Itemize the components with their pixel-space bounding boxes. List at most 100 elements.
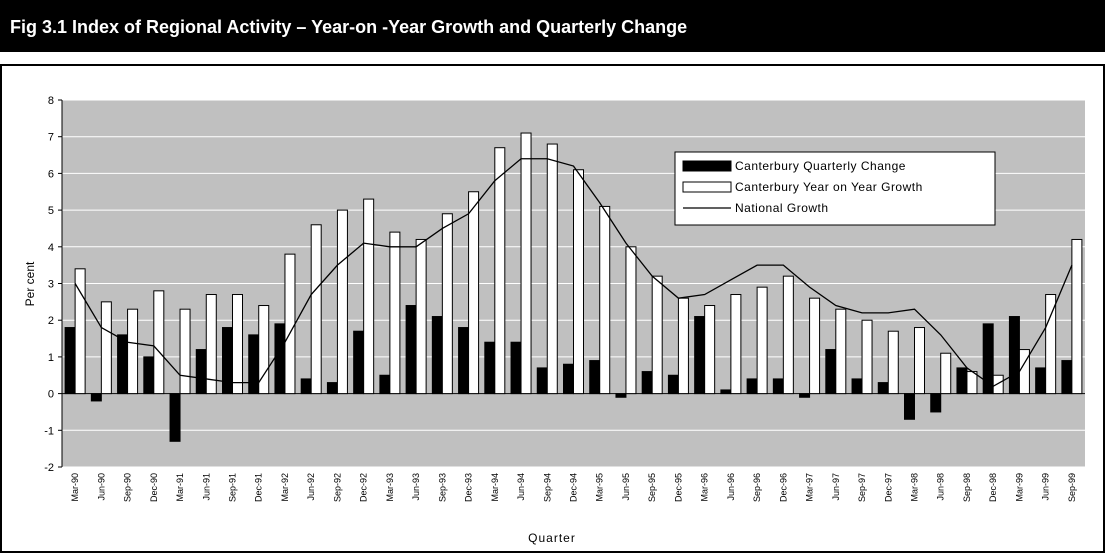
bar [389, 231, 401, 395]
bar [143, 356, 155, 395]
y-tick-label: -2 [44, 462, 54, 474]
bar [100, 301, 112, 395]
x-tick-label: Dec-97 [883, 473, 893, 502]
x-tick-label: Dec-92 [359, 473, 369, 502]
x-tick-label: Sep-92 [332, 473, 342, 502]
bar [1035, 367, 1047, 395]
y-tick-label: 1 [48, 352, 54, 364]
bar [782, 275, 794, 395]
bar [169, 393, 181, 442]
y-tick-label: -1 [44, 425, 54, 437]
bar [704, 305, 716, 395]
legend-label: Canterbury Year on Year Growth [735, 180, 923, 194]
x-tick-label: Sep-97 [857, 473, 867, 502]
bar [799, 393, 811, 398]
legend-swatch [682, 181, 732, 193]
bar [589, 360, 601, 395]
title-bar [0, 0, 1105, 52]
y-tick-label: 8 [48, 95, 54, 107]
bar [117, 334, 129, 395]
bar [573, 169, 584, 395]
bar [861, 319, 873, 395]
x-tick-label: Mar-91 [175, 473, 185, 502]
y-axis-label: Per cent [23, 261, 37, 306]
bar [1008, 316, 1020, 395]
x-tick-label: Sep-96 [752, 473, 762, 502]
x-tick-label: Jun-90 [96, 473, 106, 501]
x-tick-label: Sep-94 [542, 473, 552, 502]
bar [694, 316, 706, 395]
bar [405, 305, 417, 395]
bar [599, 205, 611, 395]
bar [563, 363, 574, 395]
x-tick-label: Dec-98 [988, 473, 998, 502]
x-tick-label: Sep-98 [962, 473, 972, 502]
bar [510, 341, 522, 395]
x-tick-label: Mar-97 [805, 473, 815, 502]
x-tick-label: Mar-96 [700, 473, 710, 502]
bar [179, 308, 191, 395]
bar [232, 294, 243, 395]
x-tick-label: Sep-95 [647, 473, 657, 502]
x-tick-label: Jun-93 [411, 473, 421, 501]
bar [982, 323, 994, 395]
x-tick-label: Dec-95 [673, 473, 683, 502]
x-axis-label: Quarter [528, 531, 576, 545]
bar [90, 393, 102, 402]
x-tick-label: Mar-98 [910, 473, 920, 502]
bar [326, 382, 338, 395]
x-tick-label: Mar-99 [1014, 473, 1024, 502]
x-tick-label: Sep-91 [228, 473, 238, 502]
bar [468, 191, 480, 395]
bar [153, 290, 165, 395]
legend-swatch [682, 160, 732, 172]
x-tick-label: Jun-98 [936, 473, 946, 501]
bar [127, 308, 139, 395]
bar [835, 308, 847, 395]
y-tick-label: 3 [48, 279, 54, 291]
x-tick-label: Dec-93 [464, 473, 474, 502]
bar [746, 378, 758, 395]
bar [651, 275, 663, 395]
bar [615, 393, 627, 398]
bar [667, 374, 679, 395]
bar [720, 389, 732, 395]
bar [756, 286, 768, 395]
bar [336, 209, 348, 395]
chart-title: Fig 3.1 Index of Regional Activity – Yea… [10, 17, 687, 37]
x-tick-label: Dec-96 [778, 473, 788, 502]
x-tick-label: Dec-91 [254, 473, 264, 502]
x-tick-label: Mar-90 [70, 473, 80, 502]
x-tick-label: Dec-94 [569, 473, 579, 502]
bar [258, 305, 270, 395]
bar [494, 147, 506, 395]
bar [914, 327, 925, 395]
bar [520, 132, 532, 395]
bar [300, 378, 312, 395]
bar [992, 374, 1004, 395]
x-tick-label: Mar-95 [595, 473, 605, 502]
x-tick-label: Mar-93 [385, 473, 395, 502]
bar [887, 330, 899, 395]
bar [772, 378, 784, 395]
x-tick-label: Jun-94 [516, 473, 526, 501]
bar [625, 246, 637, 395]
bar [415, 238, 427, 395]
bar [877, 382, 889, 395]
bar [825, 349, 837, 395]
bar [536, 367, 548, 395]
bar [966, 371, 978, 395]
bar [1061, 360, 1073, 395]
x-tick-label: Jun-91 [201, 473, 211, 501]
x-tick-label: Dec-90 [149, 473, 159, 502]
bar [64, 327, 76, 395]
bar [641, 371, 653, 395]
bar [310, 224, 322, 395]
bar [677, 297, 689, 395]
bar [956, 367, 968, 395]
bar [441, 213, 453, 395]
x-tick-label: Jun-97 [831, 473, 841, 501]
x-tick-label: Mar-92 [280, 473, 290, 502]
bar [1045, 294, 1057, 395]
